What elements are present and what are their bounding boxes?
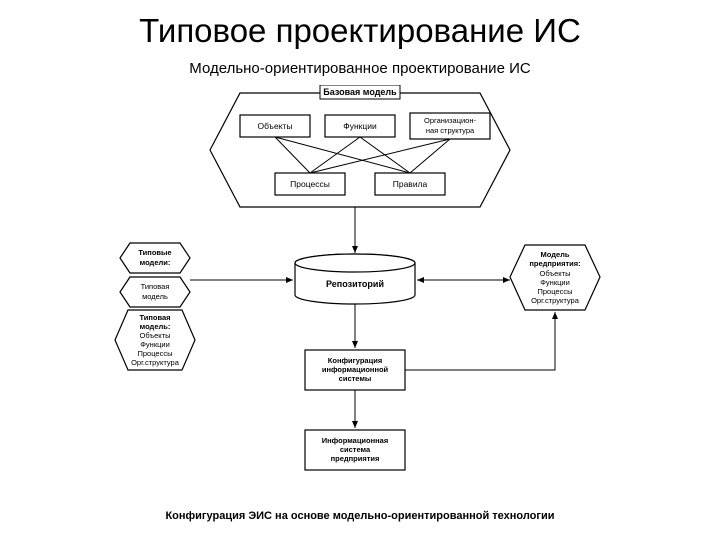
label-final-1: Информационная bbox=[322, 436, 388, 445]
label-config-3: системы bbox=[339, 374, 372, 383]
label-ent-3: Объекты bbox=[540, 269, 571, 278]
label-typemodel2-4: Функции bbox=[140, 340, 170, 349]
label-processes: Процессы bbox=[290, 179, 330, 189]
label-typemodel1-2: модель bbox=[142, 292, 168, 301]
label-ent-6: Орг.структура bbox=[531, 296, 580, 305]
edge-config-ent bbox=[405, 312, 555, 370]
label-typemodels-2: модели: bbox=[140, 258, 171, 267]
label-typemodels-1: Типовые bbox=[138, 248, 171, 257]
label-typemodel1-1: Типовая bbox=[141, 282, 170, 291]
diagram-canvas: Базовая модель Объекты Функции Организац… bbox=[110, 85, 610, 505]
label-ent-5: Процессы bbox=[537, 287, 572, 296]
label-typemodel2-1: Типовая bbox=[139, 313, 170, 322]
diagram-caption: Конфигурация ЭИС на основе модельно-орие… bbox=[0, 510, 720, 522]
label-rules: Правила bbox=[393, 179, 428, 189]
label-ent-4: Функции bbox=[540, 278, 570, 287]
label-orgstruct-2: ная структура bbox=[426, 126, 475, 135]
label-ent-2: предприятия: bbox=[529, 259, 580, 268]
page-title: Типовое проектирование ИС bbox=[0, 12, 720, 50]
label-typemodel2-3: Объекты bbox=[140, 331, 171, 340]
node-base-container bbox=[210, 93, 510, 207]
label-typemodel2-2: модель: bbox=[140, 322, 171, 331]
label-functions: Функции bbox=[343, 121, 377, 131]
label-config-2: информационной bbox=[322, 365, 389, 374]
label-repository: Репозиторий bbox=[326, 279, 384, 289]
label-typemodel2-6: Орг.структура bbox=[131, 358, 180, 367]
label-final-3: предприятия bbox=[331, 454, 380, 463]
page-subtitle: Модельно-ориентированное проектирование … bbox=[0, 60, 720, 77]
label-config-1: Конфигурация bbox=[328, 356, 382, 365]
label-typemodel2-5: Процессы bbox=[137, 349, 172, 358]
label-final-2: система bbox=[340, 445, 371, 454]
label-objects: Объекты bbox=[257, 121, 292, 131]
label-ent-1: Модель bbox=[540, 250, 569, 259]
label-base-model: Базовая модель bbox=[323, 87, 397, 97]
label-orgstruct-1: Организацион- bbox=[424, 116, 476, 125]
